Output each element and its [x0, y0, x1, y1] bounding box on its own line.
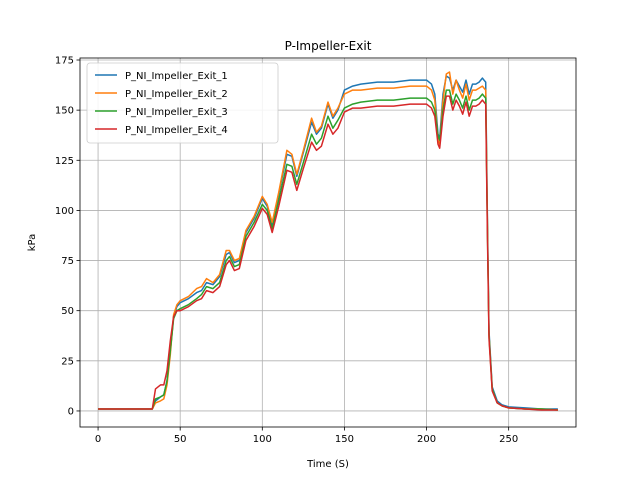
plot-area-frame — [79, 57, 577, 428]
legend: P_NI_Impeller_Exit_1 P_NI_Impeller_Exit_2… — [86, 62, 279, 144]
y-tick-label: 100 — [55, 206, 74, 217]
y-tick-label: 25 — [61, 356, 74, 367]
legend-label: P_NI_Impeller_Exit_3 — [125, 107, 228, 118]
x-tick-label: 50 — [174, 434, 187, 445]
legend-label: P_NI_Impeller_Exit_2 — [125, 89, 228, 100]
legend-label: P_NI_Impeller_Exit_1 — [125, 71, 228, 82]
series-line-3 — [98, 89, 558, 411]
x-tick-label: 250 — [499, 434, 518, 445]
x-tick-label: 150 — [335, 434, 354, 445]
y-tick-label: 0 — [68, 406, 74, 417]
x-tick-label: 0 — [95, 434, 101, 445]
y-tick-label: 50 — [61, 306, 74, 317]
y-tick-label: 175 — [55, 56, 74, 67]
y-axis-title: kPa — [27, 234, 38, 252]
chart-title: P-Impeller-Exit — [285, 39, 372, 53]
y-tick-label: 75 — [61, 256, 74, 267]
series-line-2 — [98, 71, 558, 411]
x-tick-label: 100 — [253, 434, 272, 445]
legend-box — [86, 62, 279, 144]
x-tick-label: 200 — [417, 434, 436, 445]
legend-label: P_NI_Impeller_Exit_4 — [125, 125, 228, 136]
axis-ticks: 0 50 100 150 200 250 0 25 50 75 100 125 150 175 — [55, 56, 518, 445]
grid-lines — [80, 58, 576, 427]
series-lines — [98, 71, 558, 411]
x-axis-title: Time (S) — [306, 459, 349, 470]
y-tick-label: 125 — [55, 156, 74, 167]
y-tick-label: 150 — [55, 106, 74, 117]
series-line-4 — [98, 95, 558, 411]
